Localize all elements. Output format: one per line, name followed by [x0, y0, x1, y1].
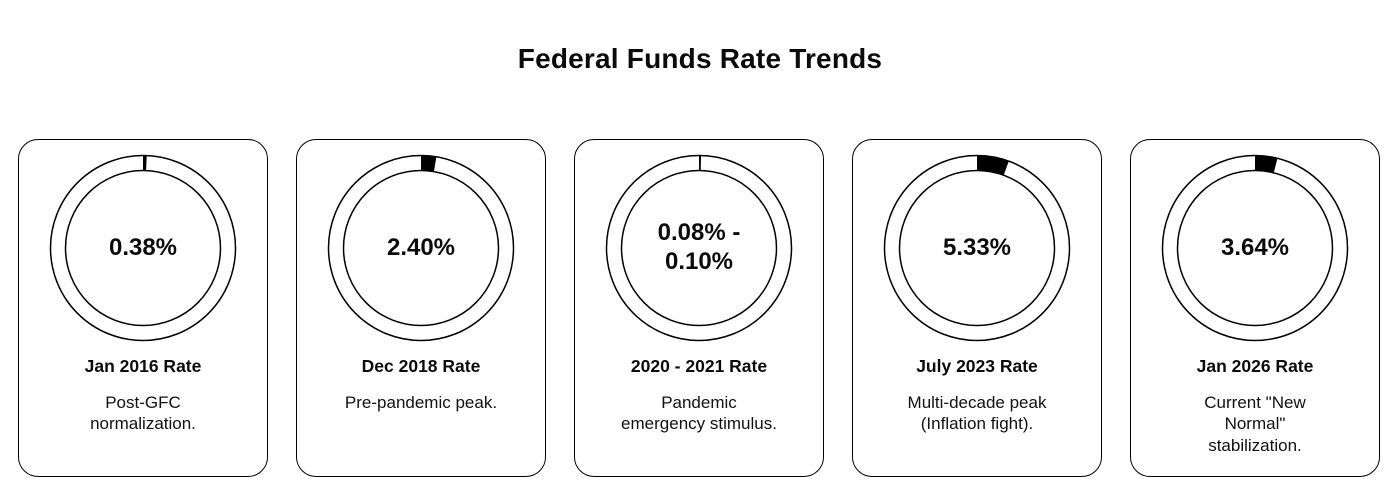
donut-gauge-svg	[605, 154, 793, 342]
rate-description: Pre-pandemic peak.	[344, 393, 498, 412]
rate-period-label: Dec 2018 Rate	[361, 356, 481, 376]
rate-value: 0.38%	[108, 233, 178, 261]
rate-arc	[328, 155, 514, 341]
rate-description: Post-GFC normalization.	[90, 393, 196, 434]
donut-gauge: 2.40%	[326, 153, 516, 343]
rate-arc	[606, 155, 792, 341]
rate-value: 0.08% - 0.10%	[657, 219, 741, 275]
rate-card: 3.64% Jan 2026 Rate Current "New Normal"…	[1130, 139, 1380, 477]
donut-inner-ring	[898, 169, 1056, 327]
rate-cards-row: 0.38% Jan 2016 Rate Post-GFC normalizati…	[18, 139, 1380, 477]
donut-gauge-svg	[1161, 154, 1349, 342]
page-title: Federal Funds Rate Trends	[517, 43, 883, 74]
rate-card: 0.08% - 0.10% 2020 - 2021 Rate Pandemic …	[574, 139, 824, 477]
rate-description: Current "New Normal" stabilization.	[1204, 393, 1306, 455]
rate-period-label: 2020 - 2021 Rate	[630, 356, 768, 376]
donut-inner-ring	[64, 169, 222, 327]
donut-gauge-svg	[327, 154, 515, 342]
rate-period-label: Jan 2026 Rate	[1196, 356, 1314, 376]
donut-inner-ring	[342, 169, 500, 327]
rate-card: 2.40% Dec 2018 Rate Pre-pandemic peak.	[296, 139, 546, 477]
rate-period-label: Jan 2016 Rate	[84, 356, 202, 376]
rate-description: Pandemic emergency stimulus.	[621, 393, 777, 434]
rate-arc	[1162, 155, 1348, 341]
donut-gauge: 0.08% - 0.10%	[604, 153, 794, 343]
donut-gauge-svg	[883, 154, 1071, 342]
rate-arc	[50, 155, 236, 341]
donut-gauge-svg	[49, 154, 237, 342]
rate-value: 5.33%	[942, 233, 1012, 261]
rate-value: 2.40%	[386, 233, 456, 261]
rate-card: 5.33% July 2023 Rate Multi-decade peak (…	[852, 139, 1102, 477]
rate-period-label: July 2023 Rate	[916, 356, 1038, 376]
donut-inner-ring	[620, 169, 778, 327]
donut-gauge: 3.64%	[1160, 153, 1350, 343]
rate-value: 3.64%	[1220, 233, 1290, 261]
donut-gauge: 0.38%	[48, 153, 238, 343]
rate-description: Multi-decade peak (Inflation fight).	[907, 393, 1047, 434]
donut-inner-ring	[1176, 169, 1334, 327]
donut-gauge: 5.33%	[882, 153, 1072, 343]
rate-arc	[884, 155, 1070, 341]
rate-card: 0.38% Jan 2016 Rate Post-GFC normalizati…	[18, 139, 268, 477]
